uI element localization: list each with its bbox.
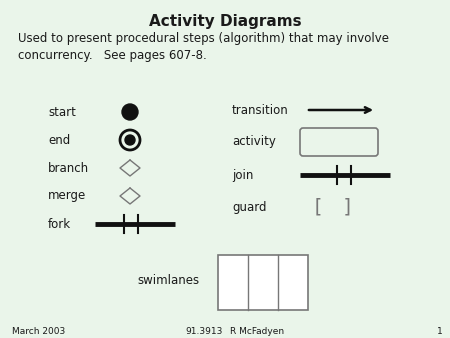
Text: 1: 1 [437,327,443,336]
Text: Activity Diagrams: Activity Diagrams [148,14,302,29]
Circle shape [125,135,135,145]
Text: activity: activity [232,136,276,148]
Text: swimlanes: swimlanes [137,273,199,287]
Text: fork: fork [48,217,71,231]
Text: guard: guard [232,200,266,214]
Text: ]: ] [342,197,354,217]
Circle shape [122,104,138,120]
Text: merge: merge [48,190,86,202]
Bar [218,255,308,310]
Text: [: [ [312,197,324,217]
Text: transition: transition [232,103,289,117]
FancyBboxPatch shape [300,128,378,156]
Text: 91.3913: 91.3913 [185,327,222,336]
Text: start: start [48,105,76,119]
Text: end: end [48,134,70,146]
Text: join: join [232,169,253,182]
Text: Used to present procedural steps (algorithm) that may involve
concurrency.   See: Used to present procedural steps (algori… [18,32,389,62]
Text: branch: branch [48,162,89,174]
Text: March 2003: March 2003 [12,327,65,336]
Text: R McFadyen: R McFadyen [230,327,284,336]
